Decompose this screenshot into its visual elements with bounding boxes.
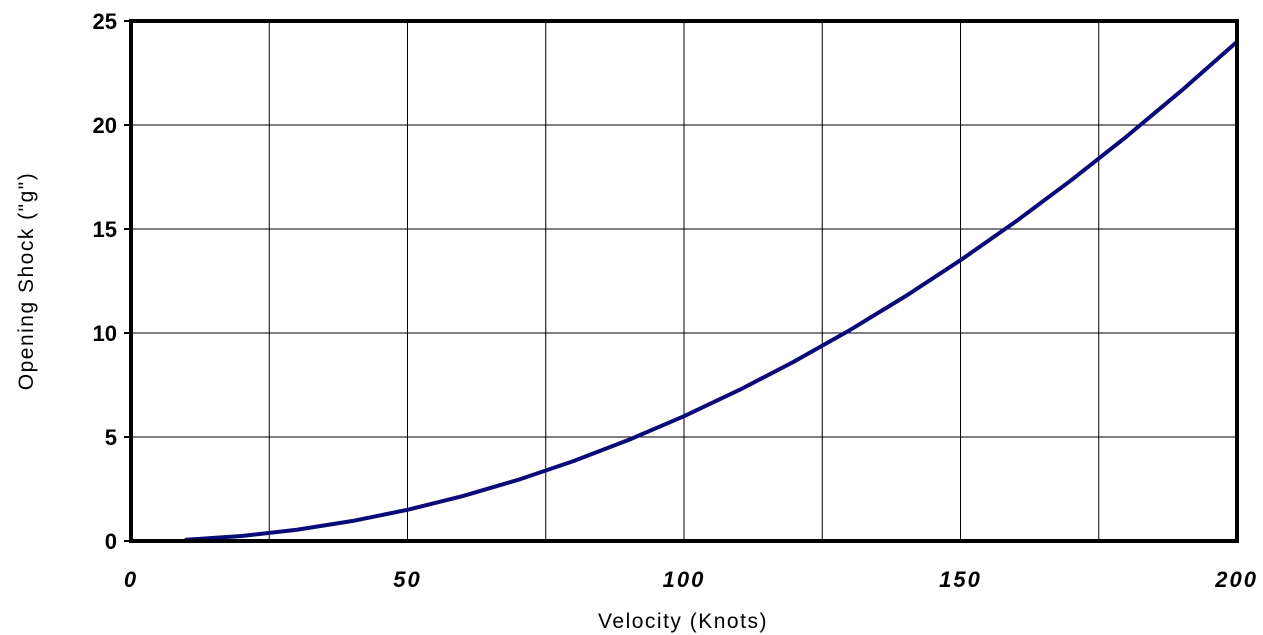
y-tick-label-0: 0 [105,529,117,554]
y-tick-label-5: 25 [93,9,117,34]
x-tick-label-0: 0 [124,567,138,592]
y-tick-label-1: 5 [105,425,117,450]
x-tick-label-3: 150 [939,567,982,592]
y-tick-label-3: 15 [93,217,117,242]
plot-frame [129,19,1239,543]
y-axis-label: Opening Shock ("g") [15,172,38,391]
series-layer [184,39,1239,542]
y-tick-label-2: 10 [93,321,117,346]
x-tick-label-1: 50 [393,567,421,592]
x-tick-label-2: 100 [663,567,706,592]
series-line-0 [184,39,1239,542]
x-axis-label: Velocity (Knots) [598,610,768,633]
y-tick-label-4: 20 [93,113,117,138]
tick-labels: 0 5 10 15 20 25 0 50 100 150 200 [93,9,1258,592]
grid [124,20,1238,542]
x-tick-label-4: 200 [1214,567,1258,592]
